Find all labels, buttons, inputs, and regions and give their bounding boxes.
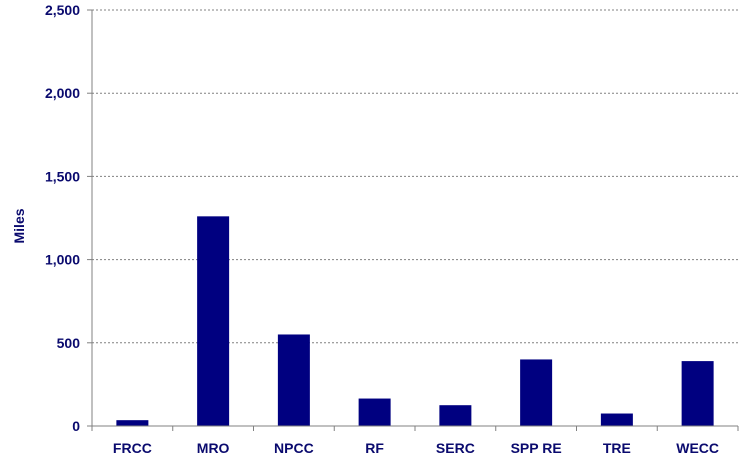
x-tick-label: FRCC bbox=[113, 440, 152, 456]
bar-serc bbox=[439, 405, 472, 426]
x-tick-label: TRE bbox=[603, 440, 631, 456]
y-tick-label: 500 bbox=[57, 335, 81, 351]
axes bbox=[91, 10, 738, 427]
x-tick-label: WECC bbox=[676, 440, 719, 456]
y-tick-label: 1,000 bbox=[45, 252, 80, 268]
x-tick-label: RF bbox=[365, 440, 384, 456]
y-axis-title: Miles bbox=[11, 208, 27, 243]
bars bbox=[116, 216, 714, 426]
bar-npcc bbox=[277, 334, 310, 426]
y-tick-label: 2,000 bbox=[45, 85, 80, 101]
y-tick-labels: 0 500 1,000 1,500 2,000 2,500 bbox=[45, 2, 80, 434]
x-tick-labels: FRCC MRO NPCC RF SERC SPP RE TRE WECC bbox=[113, 440, 719, 456]
x-tick-label: SPP RE bbox=[511, 440, 562, 456]
x-tick-label: NPCC bbox=[274, 440, 314, 456]
bar-wecc bbox=[681, 361, 714, 426]
bar-spp-re bbox=[520, 359, 553, 426]
y-tick-label: 1,500 bbox=[45, 168, 80, 184]
bar-rf bbox=[358, 398, 391, 426]
bar-frcc bbox=[116, 420, 149, 426]
gridlines bbox=[87, 9, 739, 431]
bar-mro bbox=[197, 216, 230, 426]
x-tick-label: MRO bbox=[197, 440, 230, 456]
y-tick-label: 0 bbox=[72, 418, 80, 434]
y-tick-label: 2,500 bbox=[45, 2, 80, 18]
bar-tre bbox=[600, 413, 633, 426]
x-tick-label: SERC bbox=[436, 440, 475, 456]
